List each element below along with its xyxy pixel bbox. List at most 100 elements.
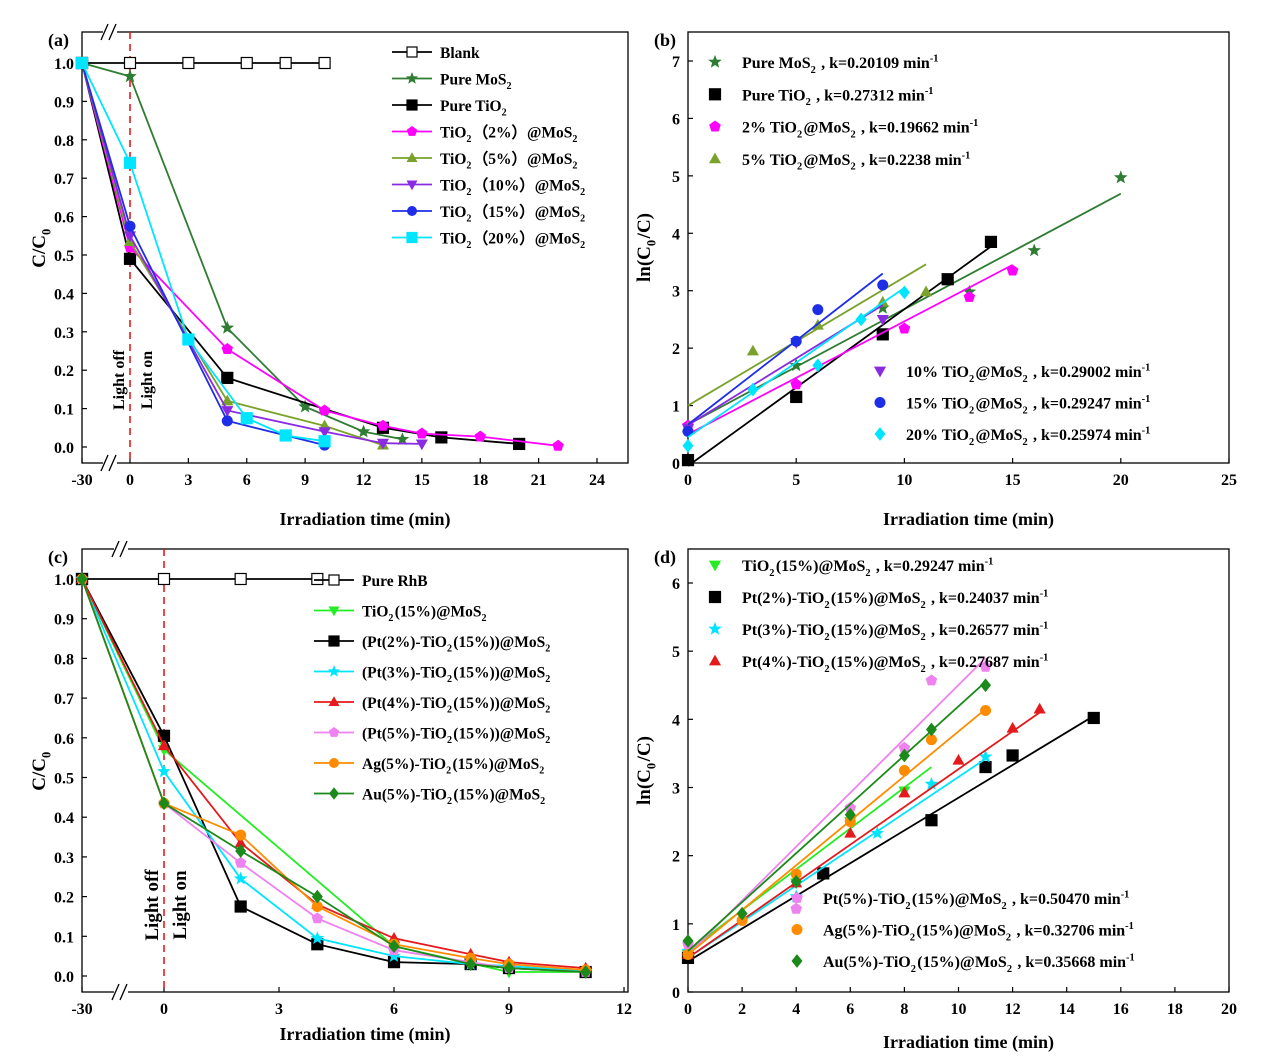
- panel-b: 0 1 2 3 4 5 6 7 0 5 10 15 20 25 Irradiation time (min)…: [634, 30, 1237, 530]
- data-point: [552, 439, 564, 451]
- legend-label: Pure TiO2: [440, 98, 508, 119]
- series-0: [75, 56, 331, 70]
- data-point: [790, 902, 802, 914]
- axis-break-mark: [111, 983, 120, 1001]
- data-point: [1033, 702, 1046, 714]
- axis-break-mark: [119, 540, 128, 558]
- y-tick-label: 0.2: [54, 890, 74, 907]
- x-tick-label: 2: [738, 1001, 746, 1018]
- x-tick-label: 6: [846, 1001, 854, 1018]
- y-tick-label: 1.0: [54, 56, 74, 73]
- x-tick-label: 9: [505, 1001, 513, 1018]
- x-tick-label: 18: [472, 472, 488, 489]
- axis-break-mark: [119, 983, 128, 1001]
- x-tick-label: 12: [356, 472, 372, 489]
- y-tick-label: 0.9: [54, 94, 74, 111]
- legend-label: 20% TiO2 @MoS2 , k=0.25974 min-1: [906, 426, 1152, 448]
- x-axis-title: Irradiation time (min): [883, 509, 1054, 530]
- data-point: [318, 404, 331, 416]
- y-tick-label: 1.0: [54, 572, 74, 589]
- data-point: [1006, 749, 1019, 762]
- data-point: [220, 320, 235, 334]
- data-point: [158, 796, 170, 811]
- y-axis-title: C/C0: [29, 227, 54, 268]
- data-point: [377, 419, 389, 431]
- fit-line: [687, 287, 905, 438]
- data-point: [279, 56, 292, 70]
- legend-marker: [874, 427, 886, 441]
- y-tick-label: 0.1: [54, 402, 74, 419]
- y-tick-label: 3: [672, 781, 680, 798]
- legend-marker: [791, 892, 803, 903]
- y-tick-label: 0.8: [54, 651, 74, 668]
- y-tick-label: 0.3: [54, 850, 74, 867]
- legend-label: Au(5%)-TiO2 (15%)@MoS2 , k=0.35668 min-1: [823, 953, 1136, 975]
- data-point: [978, 749, 993, 763]
- data-point: [465, 957, 477, 971]
- fit-line: [687, 711, 1041, 959]
- x-tick-label: 12: [1005, 1001, 1021, 1018]
- legend-label: 10% TiO2 @MoS2 , k=0.29002 min-1: [906, 363, 1152, 385]
- x-tick-label: 0: [126, 472, 134, 489]
- panel-label: (b): [654, 30, 676, 51]
- legend-marker: [708, 654, 722, 666]
- data-point: [919, 285, 933, 297]
- legend-label: Pure MoS2 , k=0.20109 min-1: [742, 54, 940, 76]
- data-point: [221, 371, 234, 384]
- x-tick-label: 6: [390, 1001, 398, 1018]
- x-tick-label: 8: [900, 1001, 908, 1018]
- data-point: [1087, 711, 1100, 725]
- axis-break-mark: [100, 454, 109, 472]
- data-point: [984, 235, 998, 248]
- data-point: [925, 674, 938, 686]
- x-tick-label: 15: [1005, 472, 1021, 489]
- data-point: [812, 358, 824, 373]
- data-point: [123, 69, 137, 83]
- y-axis-title: ln(C0 /C): [634, 736, 659, 805]
- data-point: [855, 312, 867, 327]
- data-point: [182, 56, 195, 70]
- legend-label: Pure RhB: [362, 573, 428, 590]
- x-tick-label: 0: [684, 472, 692, 489]
- plot-frame: [687, 31, 1230, 464]
- y-tick-label: 0.5: [54, 771, 74, 788]
- data-point: [124, 220, 136, 232]
- y-tick-label: 4: [672, 226, 680, 243]
- y-tick-label: 0.3: [54, 325, 74, 342]
- series-line: [81, 62, 325, 443]
- x-tick-label: 14: [1059, 1001, 1075, 1018]
- y-tick-label: 1: [672, 399, 680, 416]
- x-tick-label: 4: [792, 1001, 800, 1018]
- legend-marker: [708, 560, 722, 572]
- data-point: [963, 291, 976, 302]
- panel-a: 0.0 0.1 0.2 0.3 0.4 0.5 0.6 0.7 0.8 0.9 1.0 -30 0 3 6 9…: [29, 23, 629, 530]
- data-point: [898, 764, 910, 776]
- data-point: [221, 406, 234, 417]
- panel-c: 0.0 0.1 0.2 0.3 0.4 0.5 0.6 0.7 0.8 0.9 1.0 -30 0 3 6 9…: [29, 540, 632, 1045]
- y-tick-label: 5: [672, 644, 680, 661]
- y-tick-label: 2: [672, 849, 680, 866]
- data-point: [123, 156, 137, 169]
- data-point: [182, 333, 195, 346]
- data-point: [844, 801, 857, 813]
- data-point: [157, 764, 171, 778]
- axis-break-mark: [111, 540, 120, 558]
- data-point: [877, 279, 889, 291]
- legend-marker: [874, 397, 886, 408]
- y-tick-label: 0.4: [54, 810, 74, 827]
- legend-label: Blank: [440, 45, 480, 62]
- axis-ticks: 0 1 2 3 4 5 6 7 0 5 10 15 20 25: [672, 54, 1237, 489]
- plot-frame: [81, 31, 629, 464]
- data-point: [898, 748, 910, 763]
- data-point: [240, 412, 253, 425]
- data-point: [876, 315, 889, 326]
- data-point: [898, 786, 911, 798]
- y-tick-label: 0.4: [54, 286, 74, 303]
- y-tick-label: 0.2: [54, 363, 74, 380]
- data-point: [415, 439, 428, 451]
- x-axis-title: Irradiation time (min): [883, 1032, 1054, 1053]
- legend-label: Pt(4%)-TiO2 (15%)@MoS2 , k=0.27687 min-1: [742, 653, 1050, 675]
- data-point: [979, 760, 992, 774]
